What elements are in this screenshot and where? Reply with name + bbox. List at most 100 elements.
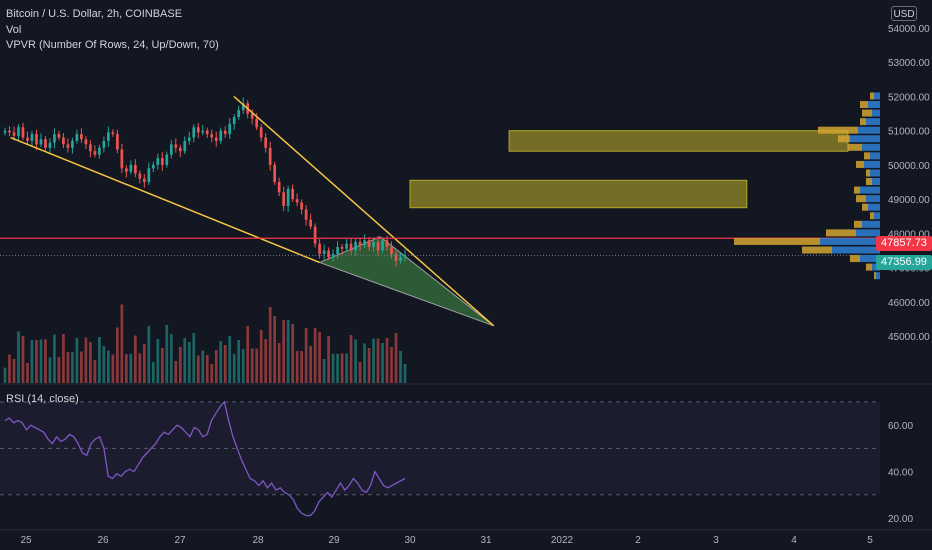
volume-bar-2	[12, 359, 16, 383]
volume-bar-71	[322, 359, 326, 383]
volume-bar-21	[98, 337, 101, 383]
volume-bar-5	[26, 363, 29, 383]
volume-bar-45	[205, 355, 209, 383]
vpvr-up-row-0	[874, 92, 880, 100]
volume-bar-80	[363, 343, 366, 383]
volume-bar-1	[8, 354, 11, 383]
vpvr-up-row-4	[858, 126, 880, 134]
candle-59	[268, 147, 272, 165]
candle-32	[147, 168, 151, 183]
vpvr-up-row-7	[870, 152, 880, 160]
symbol-title[interactable]: Bitcoin / U.S. Dollar, 2h, COINBASE	[6, 8, 183, 20]
candle-40	[183, 140, 187, 152]
vpvr-down-row-8	[856, 160, 864, 168]
volume-bar-75	[340, 353, 344, 383]
volume-bar-0	[3, 367, 7, 383]
volume-bar-83	[376, 338, 380, 383]
candle-63	[286, 188, 290, 206]
vpvr-up-row-8	[864, 160, 880, 168]
price-axis-tick-9: 45000.00	[888, 332, 930, 343]
candle-69	[313, 226, 317, 244]
vpvr-up-row-21	[876, 272, 880, 280]
volume-bar-52	[237, 340, 241, 383]
currency-button[interactable]: USD	[891, 6, 917, 21]
volume-bar-49	[223, 345, 227, 383]
candle-83	[376, 241, 380, 251]
candle-11	[53, 134, 56, 143]
volume-bar-12	[57, 357, 61, 383]
candle-48	[219, 130, 223, 141]
candle-52	[237, 110, 241, 117]
rsi-axis-tick-2: 20.00	[888, 514, 913, 525]
candle-58	[264, 137, 268, 148]
vpvr-indicator-label[interactable]: VPVR (Number Of Rows, 24, Up/Down, 70)	[6, 39, 219, 51]
volume-bar-86	[390, 347, 393, 383]
candle-62	[282, 192, 285, 206]
volume-bar-47	[214, 350, 218, 383]
volume-bar-33	[151, 362, 155, 383]
time-axis-tick-8: 2	[635, 535, 641, 546]
volume-bar-54	[246, 326, 250, 383]
vpvr-down-row-17	[734, 237, 820, 245]
candle-60	[273, 164, 277, 183]
vpvr-down-row-5	[838, 135, 850, 143]
volume-bar-76	[345, 353, 348, 383]
candle-24	[111, 132, 115, 135]
volume-bar-61	[277, 343, 281, 383]
vpvr-down-row-4	[818, 126, 858, 134]
volume-bar-20	[93, 360, 97, 383]
candle-68	[309, 219, 312, 227]
rsi-indicator-label[interactable]: RSI (14, close)	[6, 393, 79, 405]
candle-85	[385, 240, 389, 248]
vpvr-down-row-13	[862, 203, 868, 211]
candle-41	[187, 137, 191, 141]
candle-35	[160, 158, 164, 165]
vpvr-up-row-16	[856, 229, 880, 237]
price-axis-tick-0: 54000.00	[888, 24, 930, 35]
candle-12	[57, 134, 61, 138]
vpvr-up-row-1	[868, 101, 880, 109]
volume-bar-79	[358, 362, 362, 383]
candle-65	[295, 199, 299, 203]
candle-61	[277, 182, 281, 193]
vpvr-up-row-17	[820, 237, 880, 245]
resistance-zone-1	[409, 179, 748, 209]
price-axis-tick-6: 48000.00	[888, 229, 930, 240]
volume-bar-68	[309, 346, 312, 383]
vpvr-down-row-21	[874, 272, 876, 280]
time-axis-tick-3: 28	[252, 535, 264, 546]
volume-bar-81	[367, 348, 371, 383]
vpvr-down-row-2	[862, 109, 872, 117]
vpvr-up-row-11	[860, 186, 880, 194]
volume-bar-30	[138, 353, 142, 383]
vpvr-up-row-19	[860, 255, 880, 263]
volume-bar-88	[399, 351, 402, 383]
vpvr-down-row-15	[854, 220, 862, 228]
volume-bar-78	[354, 339, 357, 383]
time-axis-tick-10: 4	[791, 535, 797, 546]
candle-16	[75, 134, 79, 141]
volume-indicator-label[interactable]: Vol	[6, 24, 22, 36]
vpvr-down-row-14	[870, 212, 874, 220]
vpvr-down-row-18	[802, 246, 832, 254]
candle-38	[174, 144, 178, 148]
volume-bar-32	[147, 326, 151, 383]
volume-bar-23	[107, 350, 110, 383]
candle-74	[336, 247, 339, 254]
volume-bar-64	[291, 324, 294, 383]
candle-75	[340, 247, 344, 249]
time-axis-tick-7: 2022	[551, 535, 574, 546]
vpvr-up-row-10	[872, 178, 880, 186]
candle-4	[21, 127, 25, 138]
candle-56	[255, 118, 259, 128]
vpvr-down-row-6	[848, 143, 862, 151]
volume-bar-51	[232, 354, 236, 383]
volume-bar-22	[102, 346, 106, 383]
volume-bar-73	[331, 354, 335, 383]
volume-bar-29	[133, 335, 137, 383]
volume-bar-77	[349, 335, 353, 383]
candle-8	[39, 139, 43, 145]
triangle-pattern	[318, 236, 495, 327]
vpvr-up-row-5	[850, 135, 880, 143]
